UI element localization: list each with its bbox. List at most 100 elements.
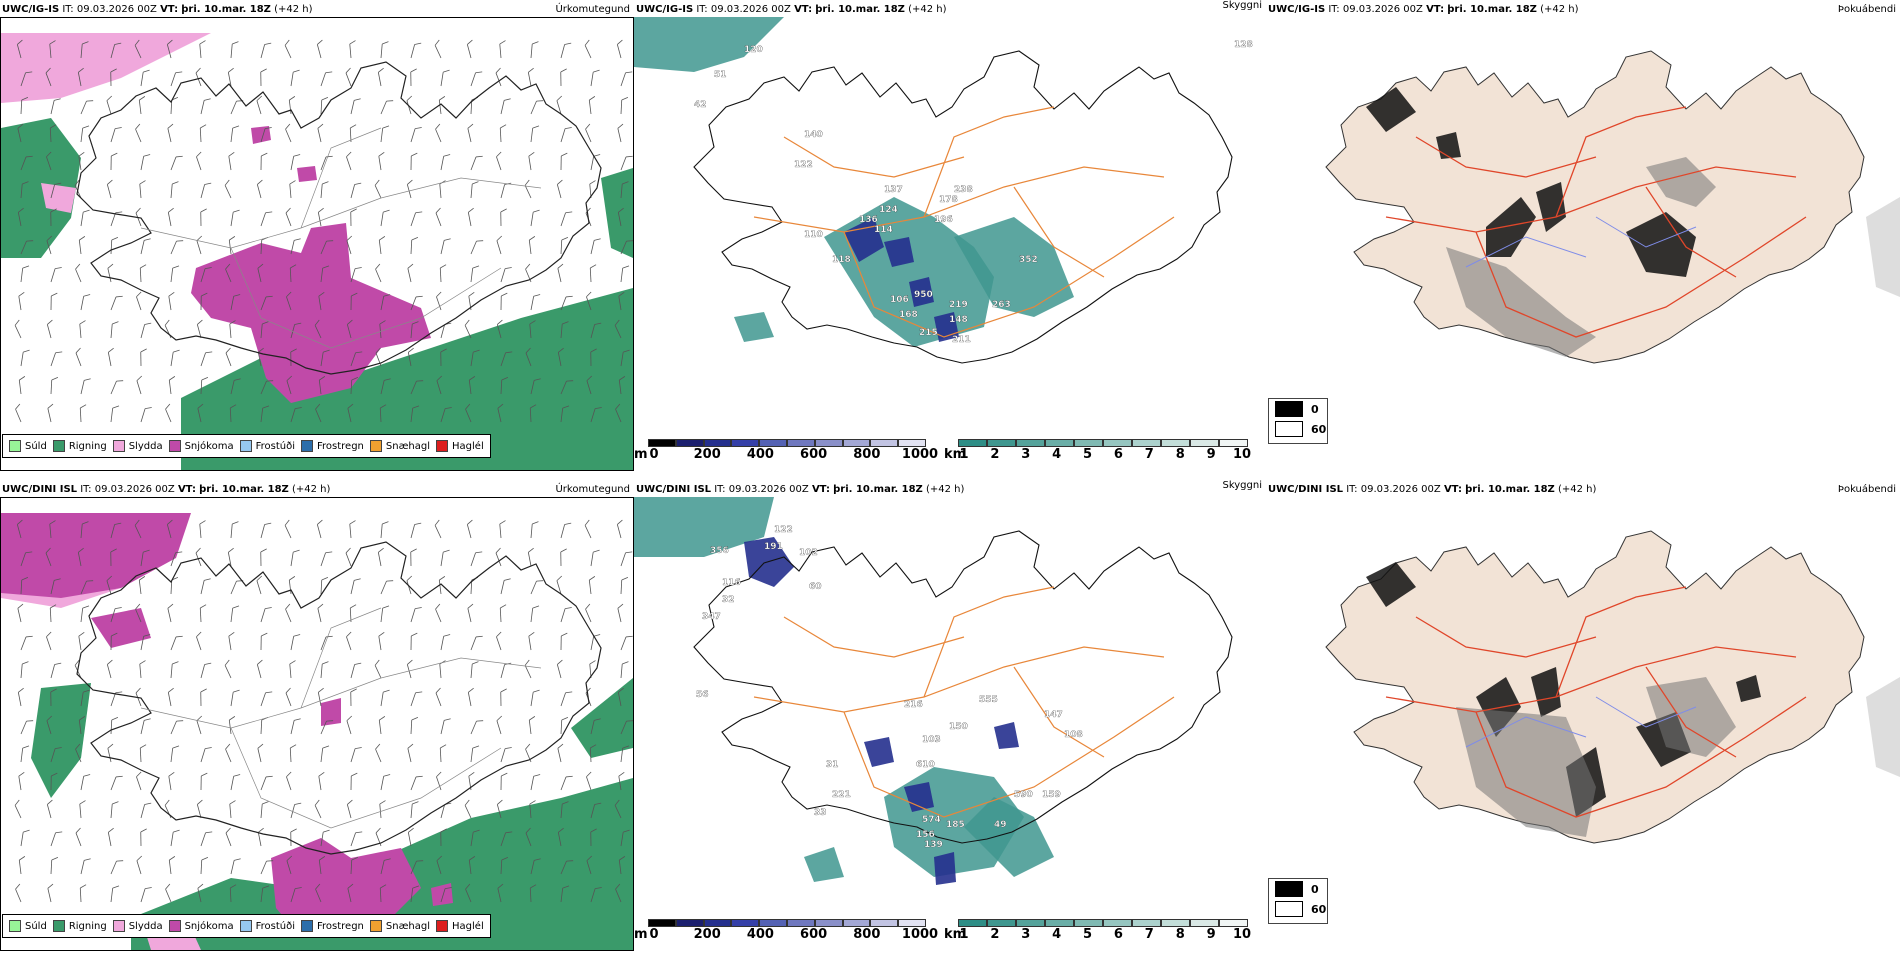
wind-barb — [197, 800, 207, 818]
legend-label: Snæhagl — [386, 441, 430, 452]
wind-barb — [585, 772, 596, 790]
wind-barb — [561, 633, 567, 650]
wind-barb — [81, 605, 89, 623]
lead-time: (+42 h) — [292, 484, 330, 495]
wind-barb — [617, 124, 627, 142]
legend-swatch — [113, 920, 125, 932]
wind-barb — [434, 40, 447, 58]
wind-barb — [171, 181, 178, 198]
wind-barb — [314, 800, 327, 818]
visibility-tick: 2 — [990, 927, 999, 942]
vt-label: VT: — [178, 484, 196, 495]
precip-map — [0, 497, 634, 951]
forecast-row: UWC/DINI ISL IT: 09.03.2026 00Z VT: þri.… — [0, 482, 1900, 962]
it-label: IT: — [696, 4, 707, 15]
legend-item: Snjókoma — [169, 440, 234, 452]
wind-barb — [81, 293, 90, 311]
cloud-base-label: 219 — [949, 300, 968, 310]
vt-label: VT: — [1444, 484, 1462, 495]
wind-barb — [289, 96, 297, 114]
wind-barb — [171, 661, 178, 678]
run-header: UWC/DINI ISL IT: 09.03.2026 00Z VT: þri.… — [2, 484, 330, 495]
wind-barb — [231, 773, 240, 791]
cloud-base-label: 590 — [1014, 790, 1033, 800]
wind-barb — [561, 210, 572, 228]
wind-barb — [135, 292, 146, 310]
wind-barb — [256, 576, 267, 594]
wind-barb — [440, 745, 447, 762]
wind-barb — [75, 828, 87, 846]
cloud-base-label: 136 — [859, 215, 878, 225]
wind-barb — [471, 718, 483, 736]
fog-panel: UWC/DINI ISL IT: 09.03.2026 00Z VT: þri.… — [1266, 482, 1900, 952]
wind-barb — [378, 632, 387, 650]
wind-barb — [80, 801, 87, 818]
wind-barb — [496, 716, 507, 734]
cloud-base-label: 56 — [696, 690, 709, 700]
vt-value: þri. 10.mar. 18Z — [1465, 484, 1555, 495]
wind-barb — [78, 632, 87, 650]
wind-barb — [225, 828, 237, 846]
cloud-base-label: 60 — [809, 582, 822, 592]
wind-barb — [557, 744, 567, 762]
wind-barb — [621, 97, 628, 114]
colorbar-segment — [843, 919, 871, 927]
wind-barb — [106, 96, 117, 114]
colorbar-segment — [987, 919, 1016, 927]
wind-barb — [531, 41, 538, 58]
wind-barb — [261, 801, 268, 818]
wind-barb — [500, 41, 507, 58]
colorbar-segment — [1045, 919, 1074, 927]
cloud-base-label: 42 — [694, 100, 707, 110]
legend-swatch — [301, 920, 313, 932]
wind-barb — [321, 661, 328, 678]
wind-barb — [201, 662, 211, 680]
wind-barb — [591, 549, 600, 567]
wind-barb — [201, 209, 207, 226]
wind-barb — [561, 774, 573, 792]
wind-barb — [291, 633, 300, 651]
legend-item: Snæhagl — [370, 920, 430, 932]
cloud-base-label: 122 — [774, 525, 793, 535]
wind-barb — [471, 70, 482, 88]
wind-barb — [164, 884, 176, 902]
wind-barb — [591, 69, 600, 87]
panel-title: Skyggni — [1222, 480, 1262, 491]
wind-barb — [500, 605, 507, 622]
wind-barb — [501, 209, 507, 226]
visibility-tick: 5 — [1083, 927, 1092, 942]
wind-barb — [468, 688, 477, 706]
legend-item: Snæhagl — [370, 440, 430, 452]
wind-barb — [51, 97, 61, 115]
wind-barb — [317, 40, 327, 58]
wind-barb — [501, 746, 512, 764]
wind-barb — [111, 717, 118, 734]
legend-label: Rigning — [69, 921, 107, 932]
it-label: IT: — [714, 484, 725, 495]
fog-map-svg — [1266, 497, 1900, 937]
wind-barb — [290, 661, 297, 678]
cloud-base-label: 147 — [1044, 710, 1063, 720]
wind-barb — [21, 661, 28, 678]
wind-barb — [231, 98, 243, 116]
vt-label: VT: — [1426, 4, 1444, 15]
snow-area — [297, 166, 317, 182]
colorbar-segment — [787, 919, 815, 927]
wind-barb — [21, 745, 29, 763]
wind-barb — [561, 153, 567, 170]
wind-barb — [290, 745, 297, 762]
legend-swatch — [53, 440, 65, 452]
wind-barb — [411, 522, 421, 540]
wind-barb — [257, 744, 267, 762]
wind-barb — [411, 801, 418, 818]
legend-item: Frostúði — [240, 440, 295, 452]
wind-barb — [411, 690, 422, 708]
it-label: IT: — [1328, 4, 1339, 15]
wind-barb — [379, 236, 387, 254]
fog-legend-label: 0 — [1311, 883, 1319, 896]
lead-time: (+42 h) — [1540, 4, 1578, 15]
legend-item: Haglél — [436, 920, 484, 932]
wind-barb — [74, 264, 86, 282]
wind-barb — [440, 265, 447, 282]
